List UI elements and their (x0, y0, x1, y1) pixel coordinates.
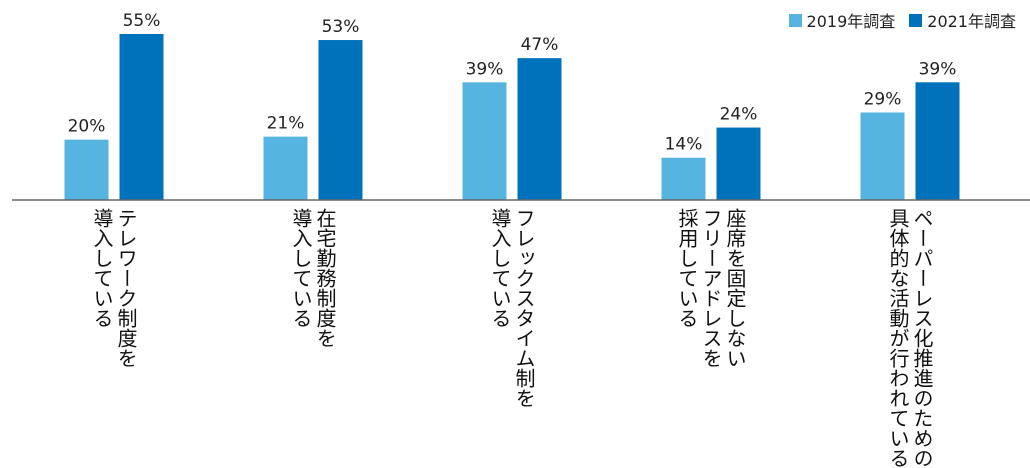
legend-item-2021: 2021年調査 (909, 8, 1016, 32)
bar-2019-cat3 (462, 82, 507, 200)
value-label-2019-cat1: 20% (68, 117, 106, 137)
value-label-2021-cat5: 39% (919, 59, 957, 79)
bar-chart: 20% 55% 21% 53% 39% 47% 14% 24% 29% 39% (12, 11, 1030, 201)
bar-2021-cat1 (119, 34, 164, 200)
category-label-line: 在宅勤務制度を (313, 208, 337, 348)
value-label-2019-cat3: 39% (466, 59, 504, 79)
category-label-line: 導入している (90, 208, 114, 328)
category-label-line: テレワーク制度を (114, 208, 138, 368)
category-label-line: 導入している (488, 208, 512, 328)
category-label-line: フリーアドレスを (699, 208, 723, 368)
legend-label-2021: 2021年調査 (927, 12, 1016, 31)
bar-2019-cat2 (263, 136, 308, 200)
value-label-2019-cat2: 21% (267, 114, 305, 134)
value-labels-group: 20% 55% 21% 53% 39% 47% 14% 24% 29% 39% (68, 11, 957, 155)
bar-2019-cat1 (64, 139, 109, 200)
category-label-line: 導入している (289, 208, 313, 328)
legend-item-2019: 2019年調査 (788, 8, 896, 32)
bar-2021-cat3 (517, 58, 562, 201)
category-label-5: ペーパーレス化推進のための 具体的な活動が行われている (886, 208, 934, 468)
value-label-2021-cat4: 24% (720, 105, 758, 125)
category-label-1: テレワーク制度を 導入している (90, 208, 138, 368)
value-label-2021-cat2: 53% (322, 17, 360, 37)
legend-swatch-2021 (909, 13, 923, 27)
bar-2019-cat4 (661, 157, 706, 200)
category-label-3: フレックスタイム制を 導入している (488, 208, 536, 408)
bar-2021-cat2 (318, 40, 363, 200)
category-label-line: ペーパーレス化推進のための (910, 208, 934, 468)
legend-label-2019: 2019年調査 (806, 12, 896, 31)
category-label-2: 在宅勤務制度を 導入している (289, 208, 337, 348)
bars-group (64, 34, 960, 201)
category-label-line: フレックスタイム制を (512, 208, 536, 408)
category-label-line: 座席を固定しない (723, 208, 747, 368)
category-label-line: 採用している (675, 208, 699, 328)
value-label-2019-cat5: 29% (864, 89, 902, 109)
bar-2019-cat5 (860, 112, 905, 200)
value-label-2021-cat3: 47% (521, 35, 559, 55)
category-label-4: 座席を固定しない フリーアドレスを 採用している (675, 208, 747, 368)
legend: 2019年調査 2021年調査 (788, 8, 1016, 32)
category-label-line: 具体的な活動が行われている (886, 208, 910, 468)
value-label-2019-cat4: 14% (665, 135, 703, 155)
bar-2021-cat5 (915, 82, 960, 200)
legend-swatch-2019 (788, 13, 802, 27)
bar-2021-cat4 (716, 127, 761, 200)
value-label-2021-cat1: 55% (123, 11, 161, 31)
